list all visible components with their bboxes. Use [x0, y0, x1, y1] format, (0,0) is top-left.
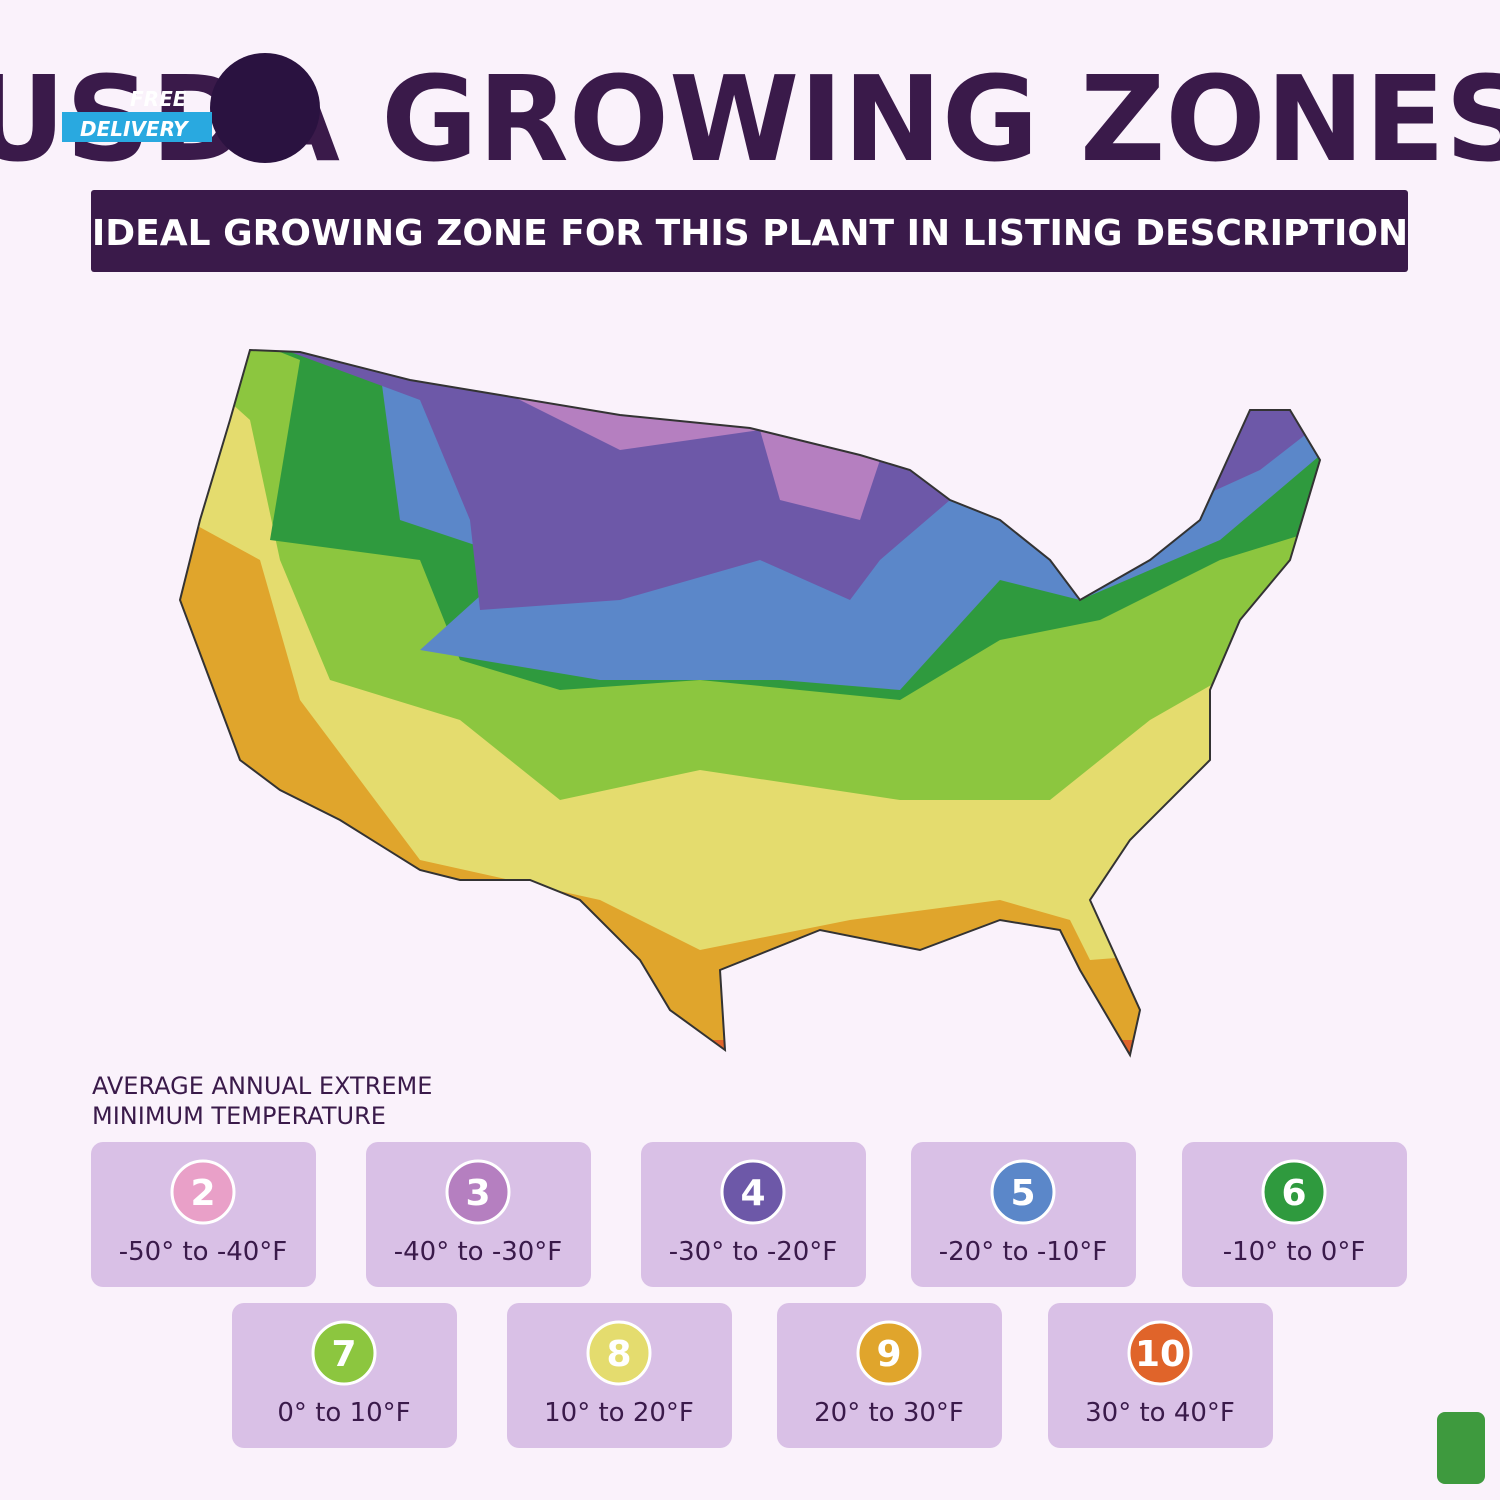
zone-card: 7 0° to 10°F: [232, 1303, 457, 1448]
zone-number: 5: [1010, 1173, 1035, 1214]
zone-card: 8 10° to 20°F: [507, 1303, 732, 1448]
logo: [1437, 1412, 1485, 1484]
zone-badge: [720, 1159, 786, 1225]
badge-text: FREE: [130, 87, 187, 111]
zone-number: 4: [740, 1173, 765, 1214]
zone-card: 3 -40° to -30°F: [366, 1142, 591, 1287]
zone-card: 6 -10° to 0°F: [1182, 1142, 1407, 1287]
zone-badge: [170, 1159, 236, 1225]
badge-text: DELIVERY: [80, 117, 190, 141]
legend-title: AVERAGE ANNUAL EXTREME: [92, 1072, 432, 1100]
subtitle: IDEAL GROWING ZONE FOR THIS PLANT IN LIS…: [92, 213, 1408, 254]
zone-card: 10 30° to 40°F: [1048, 1303, 1273, 1448]
zone-badge: [1261, 1159, 1327, 1225]
zone-card: 9 20° to 30°F: [777, 1303, 1002, 1448]
zone-number: 7: [331, 1334, 356, 1375]
zone-badge: [990, 1159, 1056, 1225]
zone-range: 10° to 20°F: [544, 1398, 694, 1428]
zone-range: 30° to 40°F: [1085, 1398, 1235, 1428]
zone-badge: [586, 1320, 652, 1386]
zone-badge: [856, 1320, 922, 1386]
zone-card: 4 -30° to -20°F: [641, 1142, 866, 1287]
zone-range: -50° to -40°F: [119, 1237, 288, 1267]
zone-range: 20° to 30°F: [814, 1398, 964, 1428]
zone-card: 5 -20° to -10°F: [911, 1142, 1136, 1287]
zone-number: 9: [876, 1334, 901, 1375]
zone-range: 0° to 10°F: [277, 1398, 410, 1428]
zone-range: -40° to -30°F: [394, 1237, 563, 1267]
zone-number: 3: [465, 1173, 490, 1214]
badge-circle: [210, 53, 320, 163]
zone-card: 2 -50° to -40°F: [91, 1142, 316, 1287]
badge-strip: [62, 112, 212, 142]
zone-number: 8: [606, 1334, 631, 1375]
zone-number: 6: [1281, 1173, 1306, 1214]
zone-badge: [311, 1320, 377, 1386]
zone-range: -30° to -20°F: [669, 1237, 838, 1267]
legend-title: MINIMUM TEMPERATURE: [92, 1102, 386, 1130]
zone-number: 2: [190, 1173, 215, 1214]
zone-badge: [445, 1159, 511, 1225]
zone-band: [180, 350, 1320, 610]
subtitle-banner: [91, 190, 1408, 272]
zone-range: -20° to -10°F: [939, 1237, 1108, 1267]
zone-badge: [1127, 1320, 1193, 1386]
zone-number: 10: [1135, 1334, 1185, 1375]
zone-range: -10° to 0°F: [1223, 1237, 1366, 1267]
